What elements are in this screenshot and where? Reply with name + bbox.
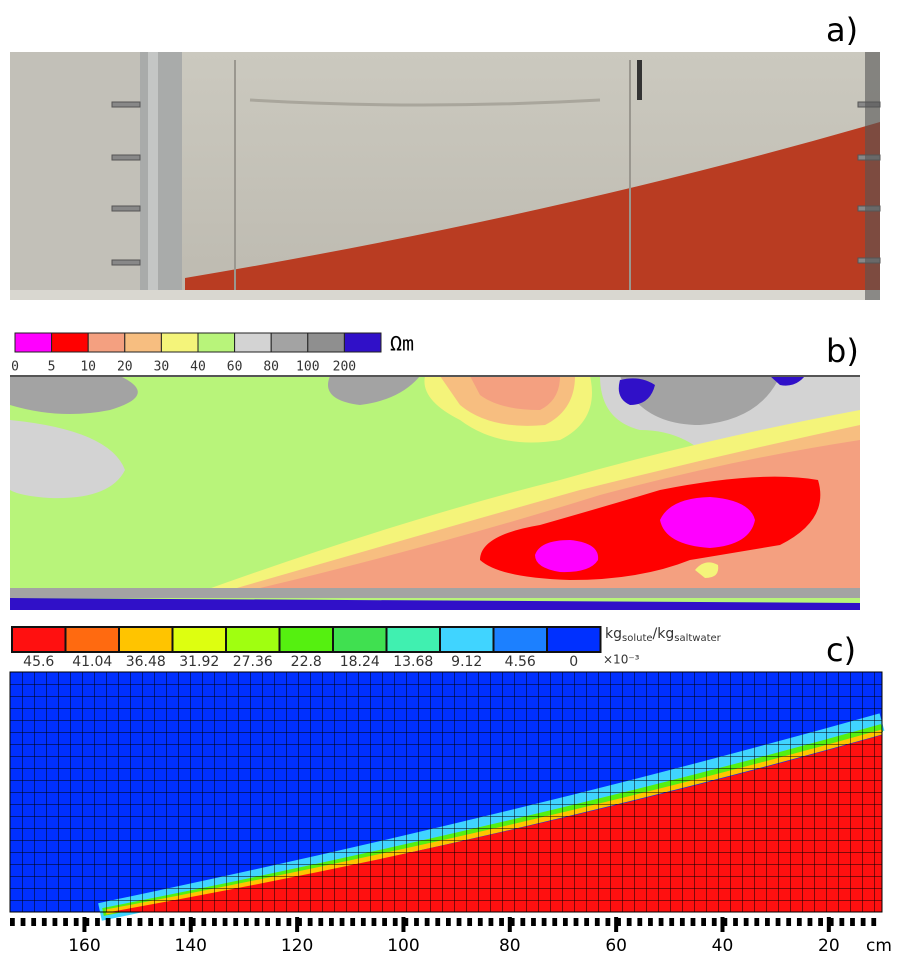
colorbar-label: 80 bbox=[263, 360, 279, 375]
colorbar-label: 4.56 bbox=[505, 654, 536, 670]
resistivity-section bbox=[10, 375, 860, 610]
colorbar-label: 31.92 bbox=[179, 654, 219, 670]
panel-label: b) bbox=[826, 332, 859, 370]
colorbar-unit: kgsolute/kgsaltwater bbox=[605, 626, 722, 644]
colorbar-swatch bbox=[278, 626, 334, 653]
colorbar-swatch bbox=[64, 626, 120, 653]
x-tick-label: 60 bbox=[605, 936, 627, 956]
x-axis: 160 140 120 100 80 60 40 20 bbox=[10, 917, 882, 956]
colorbar-label: 5 bbox=[48, 360, 56, 375]
colorbar-label: 200 bbox=[333, 360, 356, 375]
colorbar-swatch bbox=[225, 626, 281, 653]
colorbar-label: 0 bbox=[11, 360, 19, 375]
x-tick-label: 20 bbox=[818, 936, 840, 956]
colorbar-swatch bbox=[270, 332, 309, 353]
panel-label: a) bbox=[826, 11, 858, 49]
colorbar-label: 9.12 bbox=[451, 654, 482, 670]
colorbar-swatch bbox=[197, 332, 236, 353]
colorbar-swatch bbox=[51, 332, 89, 353]
colorbar-swatch bbox=[87, 332, 126, 353]
colorbar-swatch bbox=[439, 626, 495, 653]
photo bbox=[10, 52, 881, 300]
colorbar-label: 22.8 bbox=[291, 654, 322, 670]
colorbar-label: 41.04 bbox=[72, 654, 112, 670]
colorbar-resistivity: 0 5 10 20 30 40 60 80 100 200 bbox=[11, 332, 382, 375]
colorbar-swatch bbox=[343, 332, 382, 353]
unit-part: kg bbox=[605, 626, 622, 642]
unit-part: /kg bbox=[653, 626, 675, 642]
colorbar-swatch bbox=[14, 332, 53, 353]
colorbar-label: 27.36 bbox=[233, 654, 273, 670]
colorbar-label: 20 bbox=[117, 360, 133, 375]
axis-unit: cm bbox=[866, 936, 892, 956]
colorbar-swatch bbox=[234, 332, 272, 353]
colorbar-label: 10 bbox=[80, 360, 96, 375]
colorbar-swatch bbox=[11, 626, 67, 653]
colorbar-multiplier: ×10⁻³ bbox=[603, 653, 640, 667]
colorbar-label: 60 bbox=[227, 360, 243, 375]
colorbar-swatch bbox=[492, 626, 548, 653]
colorbar-label: 45.6 bbox=[23, 654, 54, 670]
colorbar-unit: Ωm bbox=[390, 332, 414, 356]
x-tick-label: 120 bbox=[281, 936, 313, 956]
x-tick-label: 100 bbox=[387, 936, 419, 956]
x-tick-label: 160 bbox=[68, 936, 100, 956]
colorbar-label: 0 bbox=[569, 654, 578, 670]
colorbar-swatch bbox=[546, 626, 602, 653]
colorbar-swatch bbox=[124, 332, 162, 353]
colorbar-label: 100 bbox=[296, 360, 319, 375]
unit-sub: saltwater bbox=[674, 633, 721, 644]
panel-label: c) bbox=[826, 631, 856, 669]
colorbar-label: 18.24 bbox=[340, 654, 380, 670]
colorbar-label: 36.48 bbox=[126, 654, 166, 670]
colorbar-swatch bbox=[332, 626, 388, 653]
colorbar-swatch bbox=[160, 332, 199, 353]
colorbar-swatch bbox=[385, 626, 441, 653]
colorbar-concentration: 45.6 41.04 36.48 31.92 27.36 22.8 18.24 13.68 9.… bbox=[11, 626, 602, 670]
unit-sub: solute bbox=[622, 633, 653, 644]
x-tick-label: 40 bbox=[712, 936, 734, 956]
x-tick-label: 80 bbox=[499, 936, 521, 956]
colorbar-label: 13.68 bbox=[393, 654, 433, 670]
colorbar-swatch bbox=[307, 332, 345, 353]
x-tick-label: 140 bbox=[175, 936, 207, 956]
colorbar-label: 30 bbox=[154, 360, 170, 375]
colorbar-swatch bbox=[171, 626, 227, 653]
colorbar-label: 40 bbox=[190, 360, 206, 375]
concentration-model bbox=[9, 671, 885, 921]
colorbar-swatch bbox=[118, 626, 174, 653]
